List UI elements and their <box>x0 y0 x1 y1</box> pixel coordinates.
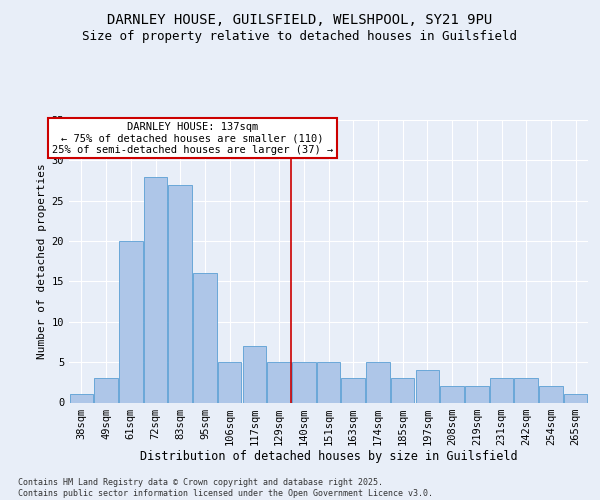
Bar <box>391 378 415 402</box>
Bar <box>242 346 266 403</box>
Bar <box>119 241 143 402</box>
Text: Contains HM Land Registry data © Crown copyright and database right 2025.
Contai: Contains HM Land Registry data © Crown c… <box>18 478 433 498</box>
Bar <box>465 386 488 402</box>
Bar <box>94 378 118 402</box>
Bar <box>268 362 291 403</box>
Bar <box>317 362 340 403</box>
Y-axis label: Number of detached properties: Number of detached properties <box>37 164 47 359</box>
Text: DARNLEY HOUSE: 137sqm
← 75% of detached houses are smaller (110)
25% of semi-det: DARNLEY HOUSE: 137sqm ← 75% of detached … <box>52 122 333 155</box>
Bar <box>193 274 217 402</box>
Bar <box>514 378 538 402</box>
Bar <box>564 394 587 402</box>
Bar <box>341 378 365 402</box>
Bar <box>490 378 513 402</box>
Bar <box>440 386 464 402</box>
X-axis label: Distribution of detached houses by size in Guilsfield: Distribution of detached houses by size … <box>140 450 517 464</box>
Bar <box>144 176 167 402</box>
Bar <box>539 386 563 402</box>
Bar <box>218 362 241 403</box>
Text: Size of property relative to detached houses in Guilsfield: Size of property relative to detached ho… <box>83 30 517 43</box>
Bar <box>70 394 93 402</box>
Bar <box>169 184 192 402</box>
Bar <box>366 362 389 403</box>
Text: DARNLEY HOUSE, GUILSFIELD, WELSHPOOL, SY21 9PU: DARNLEY HOUSE, GUILSFIELD, WELSHPOOL, SY… <box>107 12 493 26</box>
Bar <box>292 362 316 403</box>
Bar <box>416 370 439 402</box>
